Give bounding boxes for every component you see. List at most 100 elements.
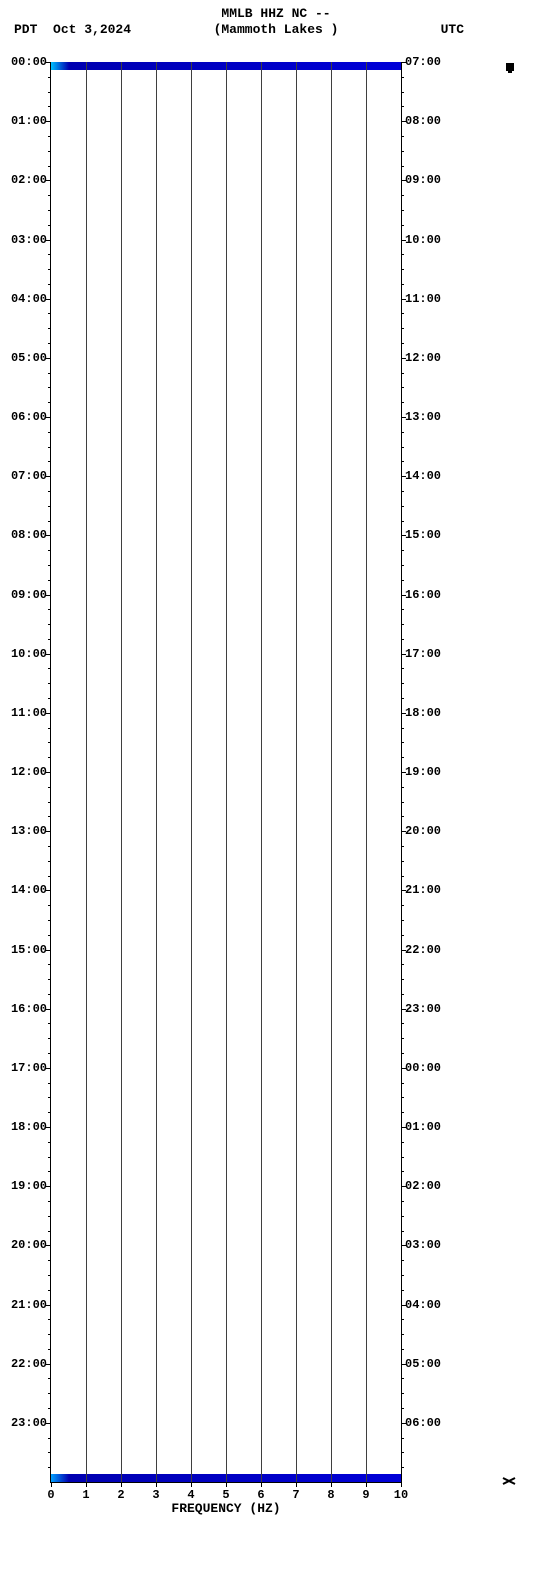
y-minor-tick-right: [401, 447, 404, 448]
x-tick: [121, 1482, 122, 1487]
y-label-left: 02:00: [3, 173, 47, 187]
y-minor-tick-right: [401, 964, 404, 965]
y-minor-tick-left: [48, 432, 51, 433]
y-minor-tick-left: [48, 402, 51, 403]
y-minor-tick-left: [48, 979, 51, 980]
y-label-left: 21:00: [3, 1298, 47, 1312]
y-label-left: 19:00: [3, 1179, 47, 1193]
y-label-left: 01:00: [3, 114, 47, 128]
gridline: [331, 62, 332, 1482]
y-minor-tick-right: [401, 787, 404, 788]
y-minor-tick-right: [401, 1038, 404, 1039]
y-minor-tick-right: [401, 106, 404, 107]
left-timezone: PDT: [14, 22, 37, 37]
y-minor-tick-left: [48, 787, 51, 788]
page: MMLB HHZ NC -- (Mammoth Lakes ) PDT Oct …: [0, 0, 552, 1584]
chart-title-line1: MMLB HHZ NC --: [0, 6, 552, 21]
y-label-left: 00:00: [3, 55, 47, 69]
y-minor-tick-right: [401, 1290, 404, 1291]
y-minor-tick-left: [48, 742, 51, 743]
y-label-right: 02:00: [405, 1179, 451, 1193]
y-minor-tick-right: [401, 402, 404, 403]
x-tick: [51, 1482, 52, 1487]
y-minor-tick-right: [401, 1378, 404, 1379]
y-minor-tick-left: [48, 1334, 51, 1335]
y-minor-tick-left: [48, 254, 51, 255]
y-minor-tick-right: [401, 328, 404, 329]
y-minor-tick-right: [401, 225, 404, 226]
y-minor-tick-right: [401, 1438, 404, 1439]
y-minor-tick-left: [48, 1112, 51, 1113]
y-minor-tick-right: [401, 920, 404, 921]
y-minor-tick-left: [48, 580, 51, 581]
y-minor-tick-right: [401, 1334, 404, 1335]
y-label-left: 18:00: [3, 1120, 47, 1134]
y-minor-tick-right: [401, 1097, 404, 1098]
y-minor-tick-right: [401, 698, 404, 699]
y-minor-tick-left: [48, 624, 51, 625]
y-minor-tick-left: [48, 1275, 51, 1276]
y-minor-tick-left: [48, 935, 51, 936]
y-minor-tick-left: [48, 1097, 51, 1098]
y-minor-tick-right: [401, 1231, 404, 1232]
y-label-left: 23:00: [3, 1416, 47, 1430]
y-minor-tick-right: [401, 1216, 404, 1217]
y-minor-tick-left: [48, 550, 51, 551]
y-label-right: 15:00: [405, 528, 451, 542]
y-minor-tick-right: [401, 624, 404, 625]
y-minor-tick-left: [48, 1349, 51, 1350]
y-minor-tick-right: [401, 816, 404, 817]
marker-bottom-icon: [502, 1474, 516, 1490]
y-minor-tick-left: [48, 846, 51, 847]
y-minor-tick-left: [48, 373, 51, 374]
y-minor-tick-left: [48, 1142, 51, 1143]
y-label-left: 14:00: [3, 883, 47, 897]
y-minor-tick-left: [48, 210, 51, 211]
y-minor-tick-right: [401, 195, 404, 196]
y-label-right: 04:00: [405, 1298, 451, 1312]
y-minor-tick-right: [401, 757, 404, 758]
y-minor-tick-right: [401, 639, 404, 640]
y-label-right: 06:00: [405, 1416, 451, 1430]
y-minor-tick-right: [401, 1053, 404, 1054]
y-minor-tick-left: [48, 1023, 51, 1024]
y-minor-tick-left: [48, 521, 51, 522]
y-label-right: 13:00: [405, 410, 451, 424]
y-label-left: 07:00: [3, 469, 47, 483]
y-label-right: 17:00: [405, 647, 451, 661]
gridline: [296, 62, 297, 1482]
y-label-right: 23:00: [405, 1002, 451, 1016]
y-minor-tick-right: [401, 565, 404, 566]
y-minor-tick-left: [48, 461, 51, 462]
x-tick-label: 9: [362, 1488, 369, 1502]
y-label-right: 01:00: [405, 1120, 451, 1134]
y-minor-tick-right: [401, 506, 404, 507]
y-minor-tick-left: [48, 1452, 51, 1453]
gridline: [226, 62, 227, 1482]
x-tick-label: 10: [394, 1488, 408, 1502]
y-minor-tick-left: [48, 994, 51, 995]
y-minor-tick-left: [48, 77, 51, 78]
x-tick-label: 1: [82, 1488, 89, 1502]
y-minor-tick-left: [48, 284, 51, 285]
y-label-right: 12:00: [405, 351, 451, 365]
y-minor-tick-left: [48, 565, 51, 566]
y-label-left: 04:00: [3, 292, 47, 306]
y-minor-tick-left: [48, 106, 51, 107]
y-minor-tick-right: [401, 284, 404, 285]
y-minor-tick-right: [401, 1393, 404, 1394]
y-minor-tick-left: [48, 802, 51, 803]
y-label-right: 18:00: [405, 706, 451, 720]
y-minor-tick-right: [401, 432, 404, 433]
y-minor-tick-right: [401, 151, 404, 152]
y-minor-tick-right: [401, 313, 404, 314]
y-minor-tick-right: [401, 1467, 404, 1468]
y-minor-tick-left: [48, 1157, 51, 1158]
y-minor-tick-right: [401, 979, 404, 980]
y-minor-tick-left: [48, 1408, 51, 1409]
y-minor-tick-left: [48, 1260, 51, 1261]
y-minor-tick-right: [401, 1112, 404, 1113]
y-label-left: 20:00: [3, 1238, 47, 1252]
y-minor-tick-left: [48, 728, 51, 729]
y-label-left: 08:00: [3, 528, 47, 542]
